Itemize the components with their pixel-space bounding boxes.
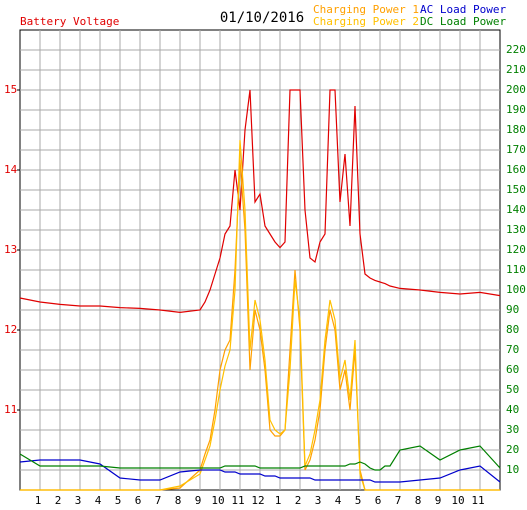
y2-tick-label: 100 — [506, 283, 526, 296]
y2-tick-label: 70 — [506, 343, 519, 356]
series-line — [19, 459, 501, 483]
y-tick-label: 14 — [4, 163, 18, 176]
y2-tick-label: 140 — [506, 203, 526, 216]
legend-entry: Charging Power 2 — [313, 15, 419, 28]
x-tick-label: 12 — [251, 494, 264, 507]
y-tick-label: 15 — [4, 83, 17, 96]
y2-tick-label: 120 — [506, 243, 526, 256]
y2-tick-label: 170 — [506, 143, 526, 156]
chart-title: 01/10/2016 — [220, 10, 304, 26]
y2-tick-label: 80 — [506, 323, 519, 336]
y2-tick-label: 50 — [506, 383, 519, 396]
x-tick-label: 11 — [471, 494, 484, 507]
legend-entry: Battery Voltage — [20, 15, 119, 28]
x-tick-label: 2 — [295, 494, 302, 507]
y2-tick-label: 130 — [506, 223, 526, 236]
legend-entry: Charging Power 1 — [313, 3, 419, 16]
y2-tick-label: 30 — [506, 423, 519, 436]
y2-tick-label: 40 — [506, 403, 519, 416]
x-tick-label: 4 — [335, 494, 342, 507]
legend-entry: AC Load Power — [420, 3, 506, 16]
y2-tick-label: 110 — [506, 263, 526, 276]
y2-tick-label: 220 — [506, 43, 526, 56]
x-tick-label: 2 — [55, 494, 62, 507]
y-tick-label: 12 — [4, 323, 17, 336]
series-line — [20, 139, 500, 491]
y2-tick-label: 160 — [506, 163, 526, 176]
x-tick-label: 9 — [435, 494, 442, 507]
x-tick-label: 6 — [375, 494, 382, 507]
x-tick-label: 7 — [395, 494, 402, 507]
x-tick-label: 3 — [75, 494, 82, 507]
y2-tick-label: 150 — [506, 183, 526, 196]
x-tick-label: 5 — [355, 494, 362, 507]
x-tick-label: 6 — [135, 494, 142, 507]
y2-tick-label: 90 — [506, 303, 519, 316]
x-tick-label: 1 — [275, 494, 282, 507]
y2-tick-label: 200 — [506, 83, 526, 96]
y2-tick-label: 60 — [506, 363, 519, 376]
x-tick-label: 1 — [35, 494, 42, 507]
x-tick-label: 7 — [155, 494, 162, 507]
legend-entry: DC Load Power — [420, 15, 506, 28]
x-tick-label: 10 — [211, 494, 224, 507]
x-tick-label: 8 — [415, 494, 422, 507]
y2-tick-label: 210 — [506, 63, 526, 76]
x-tick-label: 5 — [115, 494, 122, 507]
y-tick-label: 13 — [4, 243, 17, 256]
x-tick-label: 10 — [451, 494, 464, 507]
x-tick-label: 3 — [315, 494, 322, 507]
x-tick-label: 11 — [231, 494, 244, 507]
y2-tick-label: 20 — [506, 443, 519, 456]
series-line — [19, 445, 501, 471]
y-tick-label: 11 — [4, 403, 17, 416]
y2-tick-label: 10 — [506, 463, 519, 476]
y2-tick-label: 190 — [506, 103, 526, 116]
series-line — [19, 89, 501, 314]
x-tick-label: 8 — [175, 494, 182, 507]
x-tick-label: 4 — [95, 494, 102, 507]
x-tick-label: 9 — [195, 494, 202, 507]
y2-tick-label: 180 — [506, 123, 526, 136]
